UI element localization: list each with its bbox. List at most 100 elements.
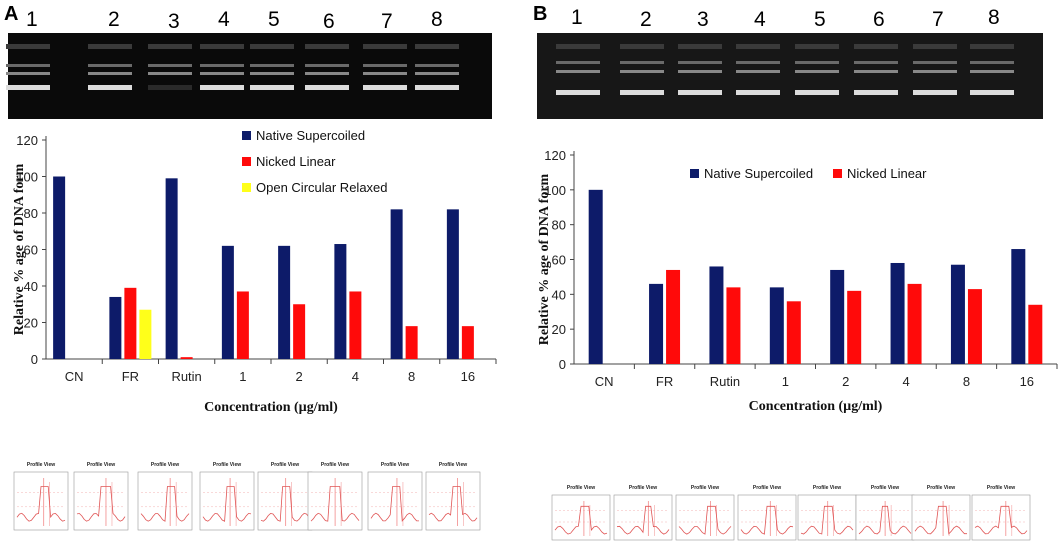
gel-b-band-upper <box>854 61 898 64</box>
profile-title: Profile View <box>753 485 781 491</box>
gel-a-band-supercoiled <box>363 85 407 90</box>
a-profile-frame <box>257 471 313 531</box>
profile-curve <box>370 486 420 522</box>
profile-title: Profile View <box>439 462 467 468</box>
gel-a-band-upper <box>148 64 192 67</box>
bar-native-supercoiled <box>221 245 234 359</box>
bar-nicked-linear <box>180 357 193 359</box>
lane-number: 6 <box>873 8 885 31</box>
gel-b-band-supercoiled <box>854 90 898 95</box>
bar-native-supercoiled <box>446 209 459 359</box>
lane-number: 2 <box>108 8 120 31</box>
lane-number: 5 <box>268 8 280 31</box>
gel-a-well <box>305 44 349 49</box>
legend-label: Nicked Linear <box>847 166 927 181</box>
gel-b-band-upper <box>736 61 780 64</box>
gel-b-well <box>913 44 957 49</box>
gel-a-well <box>250 44 294 49</box>
profile-curve <box>428 486 478 522</box>
gel-b-band-upper <box>556 61 600 64</box>
profile-title: Profile View <box>213 462 241 468</box>
gel-b-well <box>854 44 898 49</box>
gel-b-band-middle <box>678 70 722 73</box>
x-tick-label: 16 <box>1020 374 1034 389</box>
bar-native-supercoiled <box>588 189 603 364</box>
legend-label: Nicked Linear <box>256 154 336 169</box>
profile-title: Profile View <box>87 462 115 468</box>
bar-nicked-linear <box>726 287 741 364</box>
bar-native-supercoiled <box>334 244 347 359</box>
bar-nicked-linear <box>1028 304 1043 364</box>
b-profile-frame <box>737 494 797 541</box>
gel-a-band-middle <box>363 72 407 75</box>
gel-a-well <box>200 44 244 49</box>
y-tick-label: 80 <box>552 218 566 233</box>
y-axis-title: Relative % age of DNA form <box>537 173 552 345</box>
gel-b-well <box>620 44 664 49</box>
gel-a-band-middle <box>200 72 244 75</box>
x-tick-label: CN <box>65 369 84 384</box>
bar-nicked-linear <box>967 289 982 364</box>
gel-a-band-upper <box>6 64 50 67</box>
a-profile-frame <box>425 471 481 531</box>
bar-nicked-linear <box>786 301 801 364</box>
a-profile-frame <box>367 471 423 531</box>
legend-label: Native Supercoiled <box>704 166 813 181</box>
gel-b-band-upper <box>913 61 957 64</box>
profile-curve <box>678 505 732 535</box>
gel-a-band-middle <box>148 72 192 75</box>
x-tick-label: 8 <box>963 374 970 389</box>
y-tick-label: 60 <box>552 253 566 268</box>
gel-a-band-supercoiled <box>250 85 294 90</box>
gel-b-band-middle <box>556 70 600 73</box>
b-profile-frame <box>797 494 857 541</box>
gel-b-band-supercoiled <box>970 90 1014 95</box>
x-axis-title: Concentration (µg/ml) <box>204 400 338 415</box>
profile-curve <box>76 486 126 522</box>
y-tick-label: 100 <box>16 170 38 185</box>
lane-number: 7 <box>932 8 944 31</box>
gel-b-band-middle <box>795 70 839 73</box>
bar-native-supercoiled <box>53 176 66 359</box>
lane-number: 3 <box>697 8 709 31</box>
y-tick-label: 120 <box>16 133 38 148</box>
profile-curve <box>202 486 252 522</box>
profile-curve <box>310 486 360 522</box>
x-axis-title: Concentration (µg/ml) <box>749 399 883 414</box>
profile-title: Profile View <box>691 485 719 491</box>
panel-letter-a: A <box>4 3 18 25</box>
profile-curve <box>554 505 608 535</box>
bar-nicked-linear <box>124 287 137 359</box>
gel-a-band-supercoiled <box>6 85 50 90</box>
gel-b-well <box>795 44 839 49</box>
x-tick-label: CN <box>595 374 614 389</box>
gel-a-well <box>415 44 459 49</box>
bar-nicked-linear <box>236 291 249 359</box>
bar-open-circular-relaxed <box>139 309 152 359</box>
profile-curve <box>974 505 1028 535</box>
gel-b-well <box>556 44 600 49</box>
lane-number: 5 <box>814 8 826 31</box>
bar-nicked-linear <box>461 326 474 359</box>
bar-chart-a: 0 20 40 60 80 100 120 CN FR Rutin 1 2 4 8 16 Concentrat… <box>12 128 497 415</box>
gel-a-well <box>363 44 407 49</box>
bar-native-supercoiled <box>890 262 905 364</box>
bar-native-supercoiled <box>109 296 122 359</box>
profile-curve <box>16 486 66 522</box>
gel-a-band-upper <box>415 64 459 67</box>
x-tick-label: 4 <box>902 374 909 389</box>
gel-a-band-middle <box>6 72 50 75</box>
legend-swatch <box>690 169 699 178</box>
bar-native-supercoiled <box>769 287 784 364</box>
gel-b-well <box>736 44 780 49</box>
bar-nicked-linear <box>907 283 922 364</box>
legend-swatch <box>242 131 251 140</box>
gel-a-band-upper <box>305 64 349 67</box>
lane-number: 3 <box>168 10 180 33</box>
panel-letter-b: B <box>533 3 547 25</box>
y-tick-label: 40 <box>24 279 38 294</box>
profile-title: Profile View <box>321 462 349 468</box>
y-tick-label: 40 <box>552 287 566 302</box>
lane-number: 4 <box>218 8 230 31</box>
